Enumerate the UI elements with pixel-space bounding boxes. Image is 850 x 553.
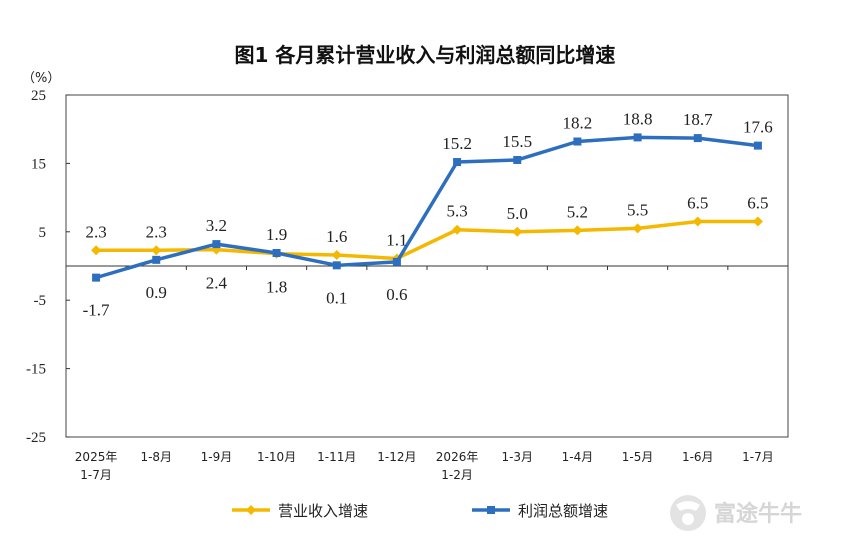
- data-label: 5.5: [627, 200, 648, 219]
- chart-title: 图1 各月累计营业收入与利润总额同比增速: [235, 43, 616, 67]
- data-label: 1.6: [326, 227, 347, 246]
- data-point: [573, 137, 582, 146]
- data-label: 6.5: [687, 194, 708, 213]
- watermark: 富途牛牛: [670, 495, 802, 531]
- data-labels-layer: 2.3 2.3 2.4 1.8 1.6 1.1 5.3 5.0 5.2 5.5 6.5 6.5 -1.7…: [83, 109, 773, 319]
- y-tick-label: -25: [26, 430, 46, 446]
- data-point: [452, 224, 463, 235]
- y-tick-label: -5: [34, 293, 47, 309]
- y-axis-unit-label: （%）: [22, 71, 60, 86]
- data-label: 0.6: [386, 285, 407, 304]
- data-label: 6.5: [747, 194, 768, 213]
- x-tick-label: 1-12月: [377, 450, 416, 464]
- data-label: 1.1: [386, 230, 407, 249]
- x-tick-label: 2026年: [436, 450, 479, 464]
- data-label: 18.7: [683, 110, 713, 129]
- data-point: [512, 226, 523, 237]
- futu-bull-icon: [670, 495, 706, 531]
- legend-marker-1: [487, 506, 495, 514]
- y-tick-label: -15: [26, 362, 46, 378]
- data-point: [332, 261, 341, 270]
- data-point: [752, 216, 763, 227]
- data-point: [331, 250, 342, 261]
- x-tick-label: 1-3月: [501, 450, 533, 464]
- data-label: 0.9: [146, 283, 167, 302]
- series-layer: [91, 133, 763, 282]
- y-tick-label: 5: [39, 225, 47, 241]
- series-line-1: [95, 135, 759, 280]
- data-label: 1.8: [266, 278, 287, 297]
- data-point: [572, 225, 583, 236]
- x-tick-label: 1-11月: [317, 450, 356, 464]
- data-point: [693, 134, 702, 143]
- y-tick-label: 25: [31, 88, 46, 104]
- data-point: [272, 249, 281, 258]
- series-line-0: [96, 219, 758, 261]
- data-point: [212, 240, 221, 249]
- data-label: 3.2: [206, 216, 227, 235]
- data-point: [753, 141, 762, 150]
- data-label: 0.1: [326, 288, 347, 307]
- data-label: 15.2: [442, 134, 472, 153]
- data-point: [692, 216, 703, 227]
- data-label: 18.2: [563, 114, 593, 133]
- data-label: 2.3: [146, 222, 167, 241]
- x-tick-label: 1-4月: [562, 450, 594, 464]
- x-tick-label: 1-7月: [742, 450, 774, 464]
- x-tick-label: 1-2月: [441, 468, 473, 482]
- data-label: -1.7: [83, 301, 110, 320]
- x-tick-label: 2025年: [75, 450, 118, 464]
- data-point: [513, 155, 522, 164]
- x-tick-label: 1-9月: [201, 450, 233, 464]
- axes: 25 15 5 -5 -15 -25 2025年 1-7月 1-8月 1-9月 1-10月 1-11月…: [26, 88, 789, 482]
- data-label: 2.4: [206, 274, 228, 293]
- data-point: [91, 245, 102, 256]
- data-point: [152, 255, 161, 264]
- watermark-text: 富途牛牛: [714, 501, 802, 527]
- x-tick-label: 1-10月: [257, 450, 296, 464]
- data-point: [633, 133, 642, 142]
- data-label: 18.8: [623, 109, 653, 128]
- data-point: [151, 245, 162, 256]
- data-label: 17.6: [743, 118, 773, 137]
- legend: 营业收入增速 利润总额增速: [232, 502, 608, 520]
- x-tick-label: 1-7月: [80, 468, 112, 482]
- x-tick-label: 1-5月: [622, 450, 654, 464]
- data-label: 1.9: [266, 225, 287, 244]
- data-label: 15.5: [502, 132, 532, 151]
- x-tick-label: 1-8月: [140, 450, 172, 464]
- y-tick-label: 15: [31, 156, 46, 172]
- legend-label-1: 利润总额增速: [518, 502, 608, 520]
- data-label: 5.2: [567, 202, 588, 221]
- data-point: [92, 273, 101, 282]
- legend-label-0: 营业收入增速: [278, 502, 368, 520]
- x-tick-label: 1-6月: [682, 450, 714, 464]
- data-point: [453, 158, 462, 167]
- data-label: 5.0: [507, 204, 528, 223]
- data-point: [632, 223, 643, 234]
- data-point: [392, 257, 401, 266]
- data-label: 2.3: [85, 222, 106, 241]
- data-label: 5.3: [446, 202, 467, 221]
- legend-marker-0: [246, 505, 256, 515]
